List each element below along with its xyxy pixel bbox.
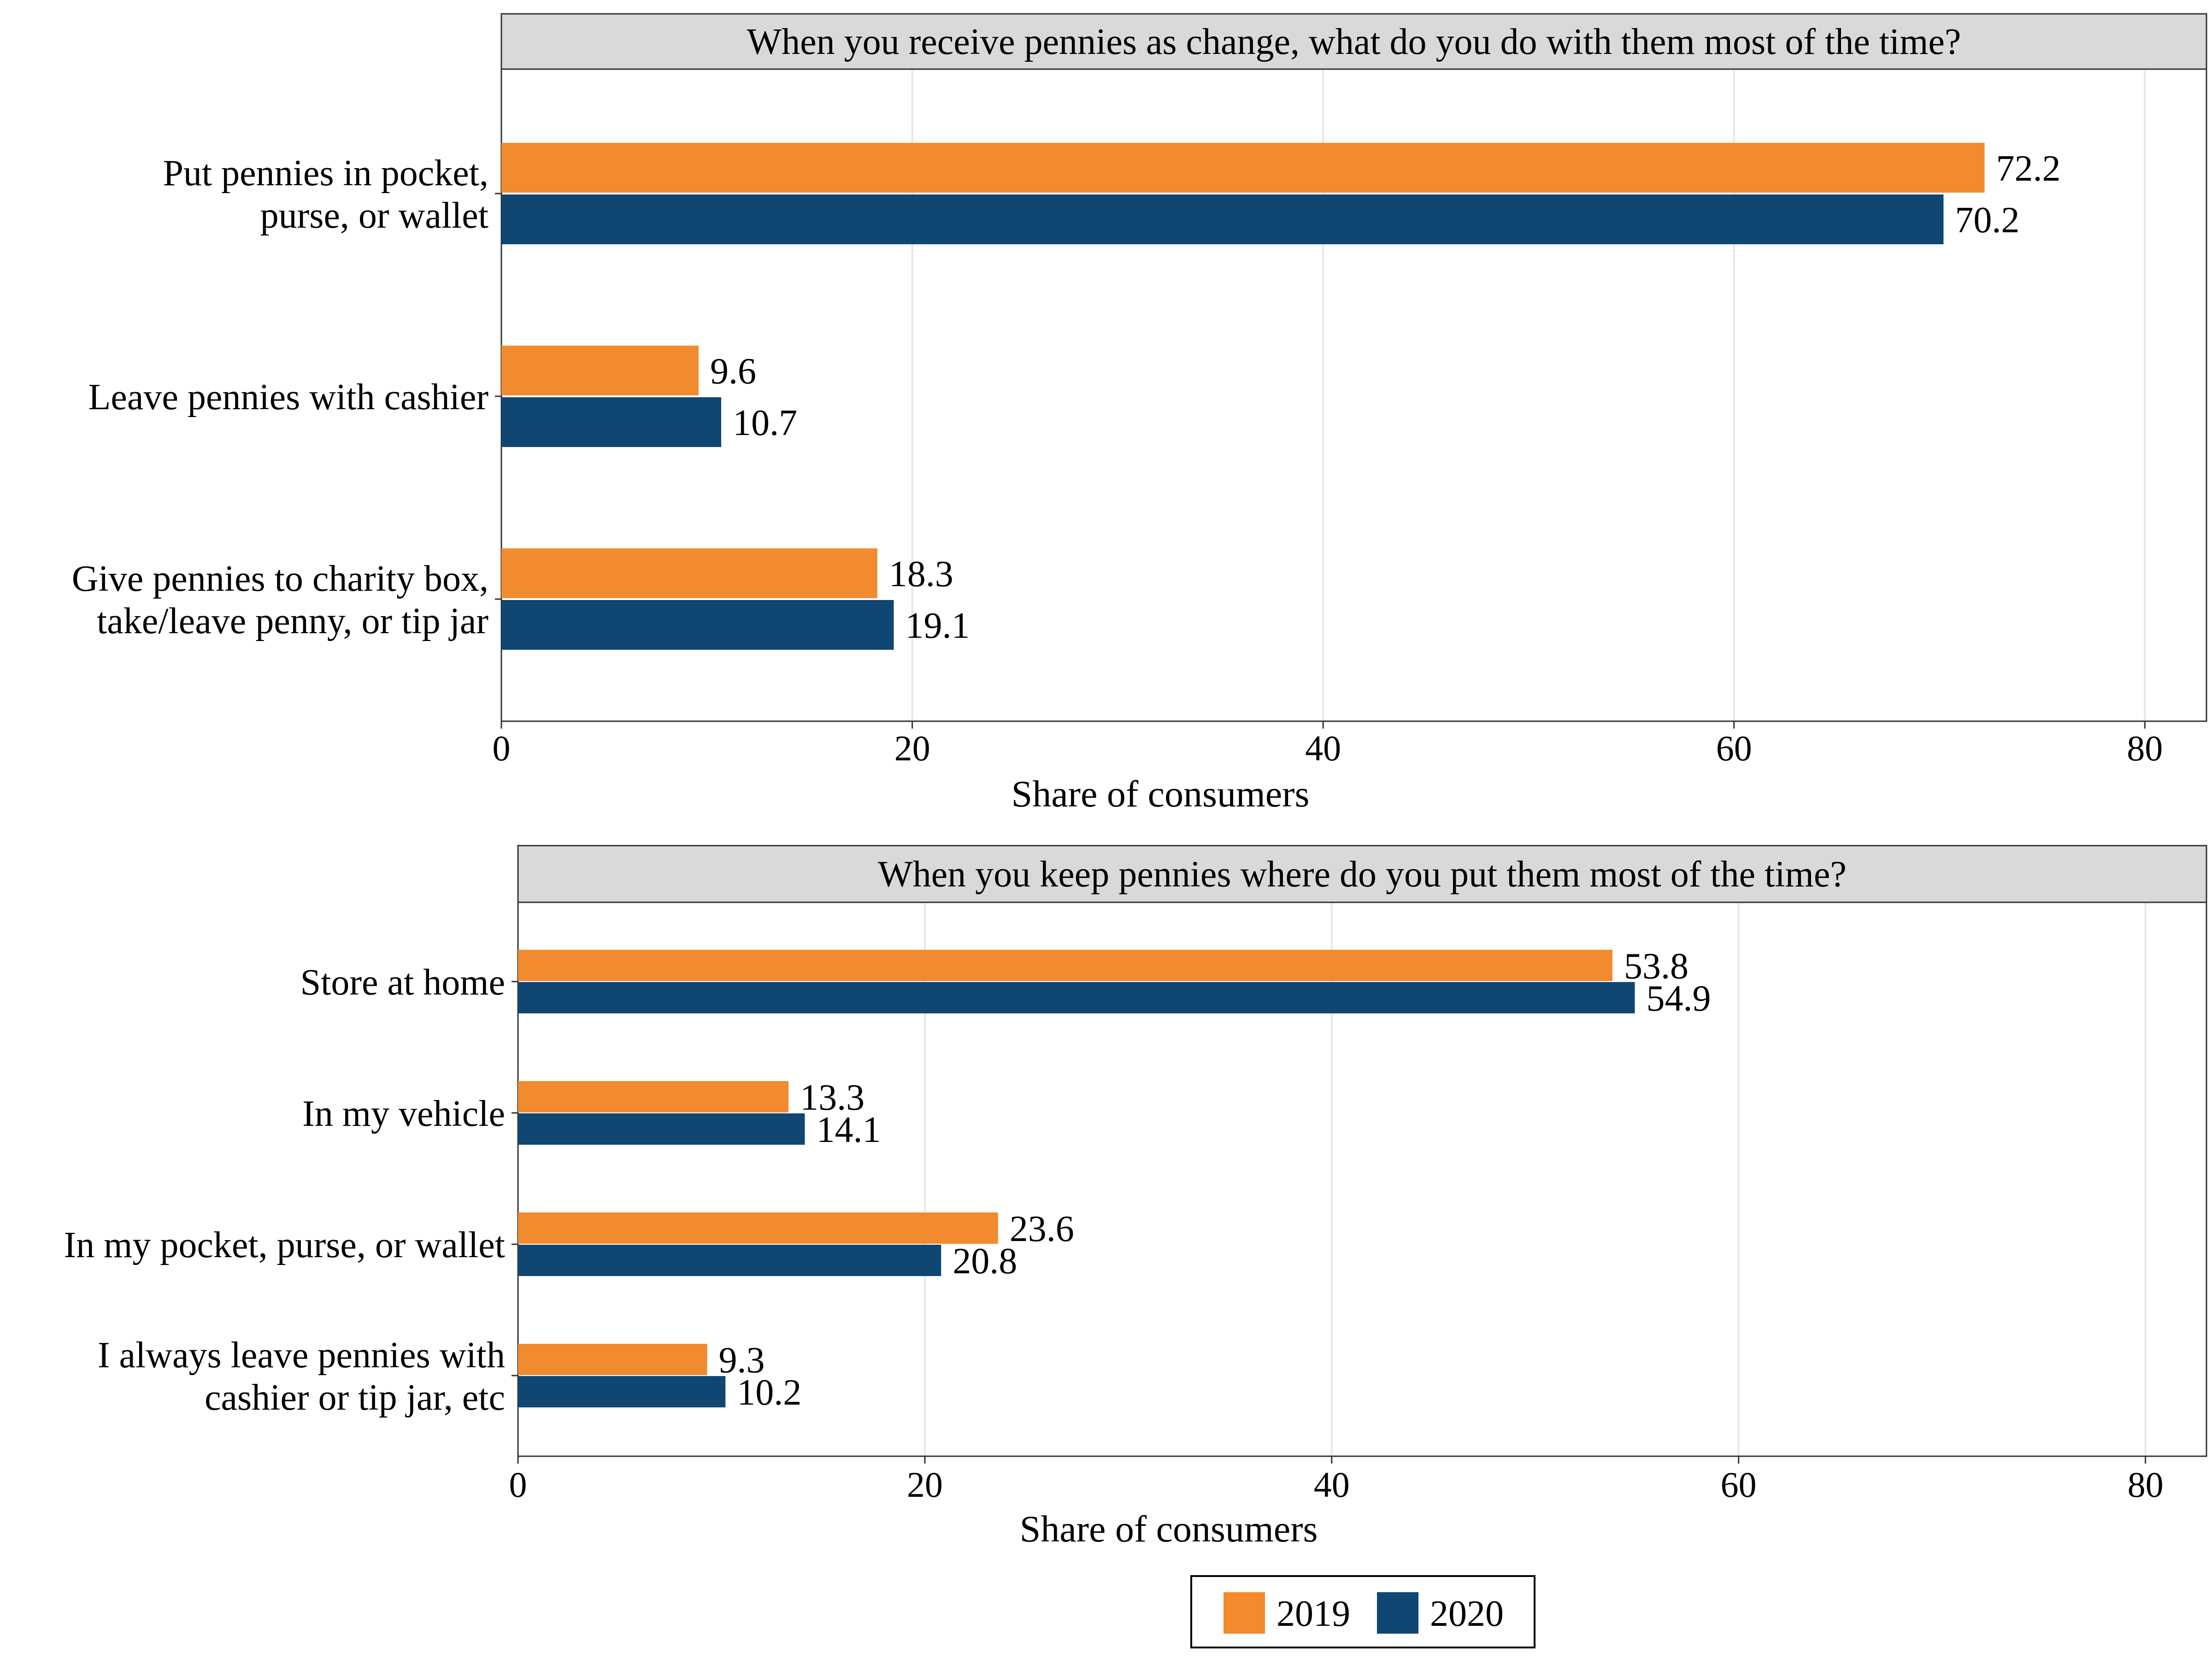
x-tick-label: 60 [1721, 1465, 1757, 1505]
data-label-2019-0: 72.2 [1996, 148, 2061, 189]
category-label: In my vehicle [302, 1094, 505, 1134]
data-label-2019-3: 9.3 [719, 1340, 765, 1381]
data-label-2020-2: 20.8 [953, 1241, 1017, 1282]
x-axis-title: Share of consumers [1020, 1508, 1318, 1550]
bar-2019-1 [501, 346, 699, 395]
bar-2019-3 [518, 1344, 707, 1375]
bar-2020-1 [518, 1113, 805, 1145]
data-label-2019-1: 9.6 [710, 351, 756, 392]
data-label-2020-1: 10.7 [733, 403, 797, 443]
category-label: cashier or tip jar, etc [205, 1377, 505, 1418]
legend-swatch-2020 [1377, 1592, 1418, 1634]
x-tick-label: 20 [894, 728, 930, 768]
data-label-2020-2: 19.1 [905, 606, 970, 646]
bar-2020-1 [501, 397, 721, 447]
data-label-2020-0: 70.2 [1955, 200, 2019, 241]
x-tick-label: 0 [509, 1465, 527, 1505]
bar-2020-2 [501, 600, 894, 650]
data-label-2019-2: 23.6 [1010, 1209, 1074, 1249]
bar-2019-0 [501, 143, 1985, 193]
data-label-2019-2: 18.3 [889, 554, 953, 594]
bar-2020-2 [518, 1245, 941, 1276]
data-label-2020-1: 14.1 [816, 1110, 881, 1150]
facet-strip [517, 845, 2207, 903]
category-label: In my pocket, purse, or wallet [64, 1225, 506, 1265]
legend-label-2020: 2020 [1430, 1594, 1504, 1634]
facet-strip-title: When you receive pennies as change, what… [747, 22, 1961, 62]
x-tick-label: 40 [1305, 728, 1341, 768]
x-tick-label: 60 [1716, 728, 1752, 768]
x-tick-label: 80 [2128, 1465, 2164, 1505]
panel-keep-pennies: When you keep pennies where do you put t… [64, 845, 2207, 1550]
bar-2019-1 [518, 1081, 789, 1112]
x-tick-label: 40 [1314, 1465, 1350, 1505]
data-label-2019-0: 53.8 [1624, 946, 1688, 987]
bar-2020-0 [518, 982, 1635, 1013]
legend: 2019 2020 [1190, 1575, 1535, 1648]
facet-strip-title: When you keep pennies where do you put t… [878, 854, 1847, 895]
bar-2019-2 [518, 1212, 998, 1244]
data-label-2020-0: 54.9 [1647, 978, 1711, 1019]
category-label: I always leave pennies with [98, 1335, 505, 1376]
category-label: Leave pennies with cashier [88, 377, 488, 418]
category-label: Put pennies in pocket, [163, 153, 488, 194]
x-tick-label: 80 [2127, 728, 2163, 768]
legend-swatch-2019 [1224, 1592, 1265, 1634]
facet-strip [500, 13, 2207, 70]
category-label: purse, or wallet [260, 195, 488, 236]
category-label: Give pennies to charity box, [72, 559, 488, 599]
x-axis-title: Share of consumers [1012, 773, 1310, 815]
bar-2020-0 [501, 194, 1944, 244]
legend-label-2019: 2019 [1277, 1594, 1350, 1634]
category-label: Store at home [300, 962, 505, 1003]
bar-2019-2 [501, 548, 877, 598]
data-label-2020-3: 10.2 [737, 1372, 801, 1413]
panel-receive-pennies: When you receive pennies as change, what… [72, 13, 2207, 815]
x-tick-label: 0 [493, 728, 511, 768]
bar-2019-0 [518, 950, 1612, 981]
data-label-2019-1: 13.3 [800, 1077, 865, 1118]
category-label: take/leave penny, or tip jar [97, 601, 488, 641]
x-tick-label: 20 [907, 1465, 943, 1505]
bar-2020-3 [518, 1376, 726, 1407]
